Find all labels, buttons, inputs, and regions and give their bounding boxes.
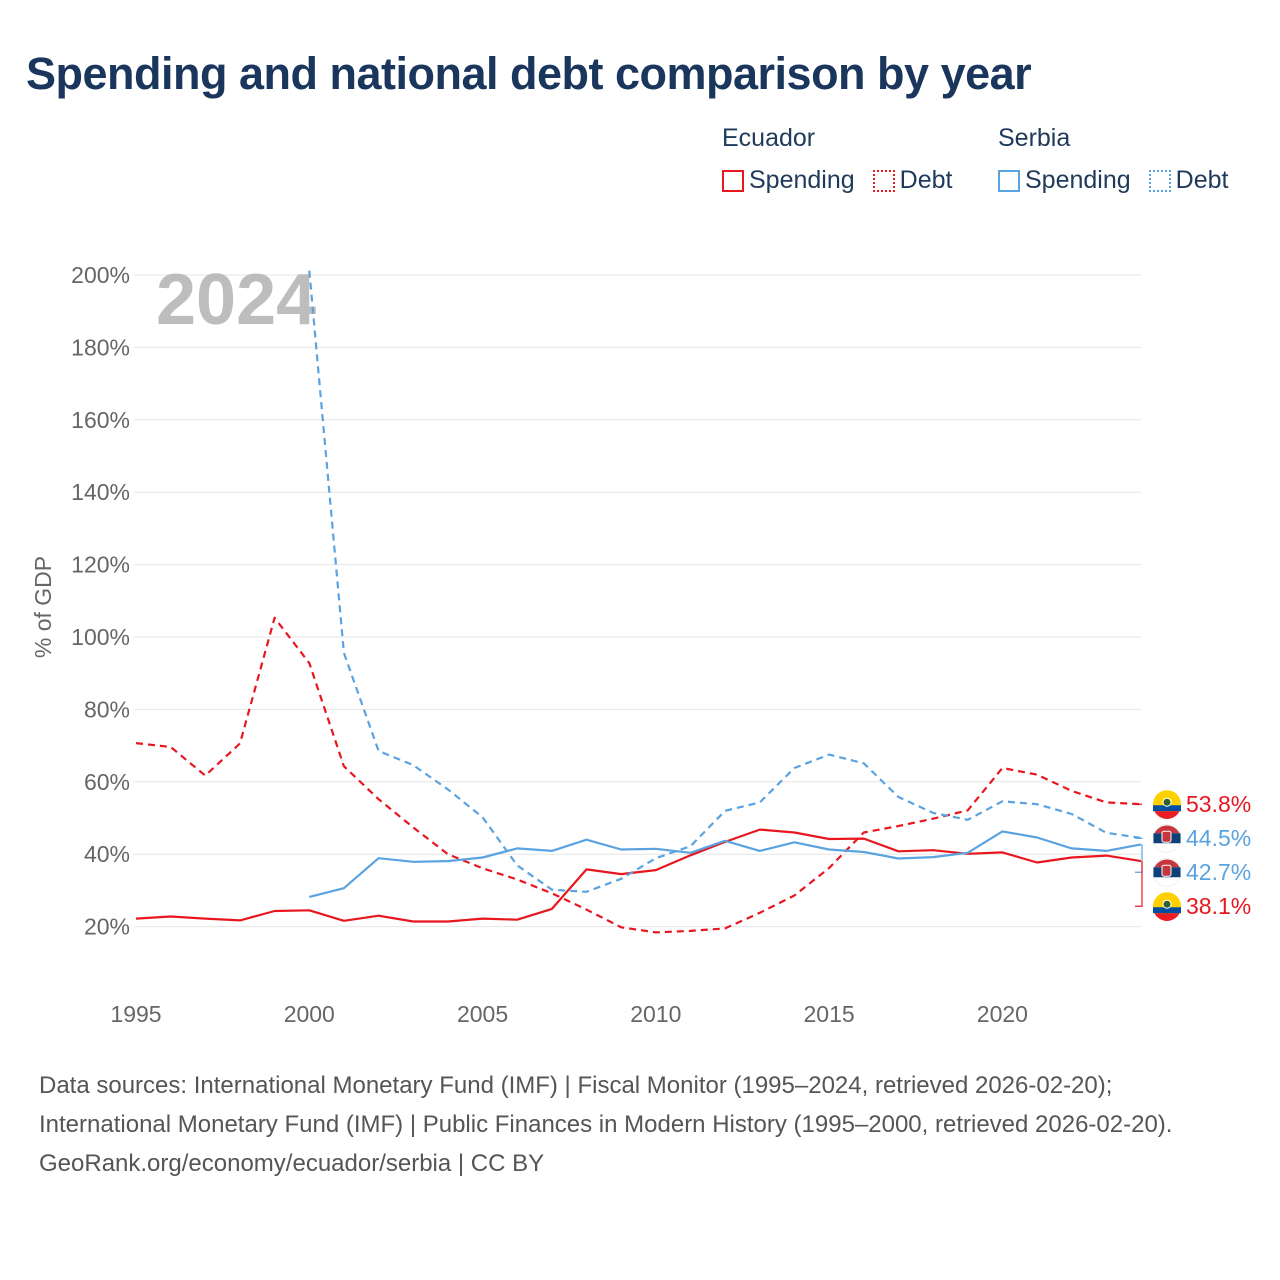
legend-ecuador-spending[interactable]: Spending [722,166,855,195]
serbia-flag-emblem [1161,864,1172,877]
y-tick-label: 160% [71,407,130,433]
x-tick-label: 2020 [977,1001,1028,1027]
year-watermark: 2024 [156,260,316,340]
y-tick-label: 140% [71,479,130,505]
legend-ecuador-debt[interactable]: Debt [872,166,953,195]
series-line-ecuador-debt [135,616,1142,934]
legend-serbia-debt-label: Debt [1175,166,1229,194]
serbia-flag-stripe [1154,825,1180,834]
y-tick-label: 180% [71,334,130,360]
ecuador-flag-stripe [1154,811,1180,819]
series-end-label: 53.8% [1186,791,1251,817]
line-chart: 20% 40% 60% 80% 100% 120% 140% 160% 180% 200% 1995… [30,260,1251,1027]
series-end-label: 42.7% [1186,859,1251,885]
x-tick-label: 1995 [110,1001,161,1027]
serbia-flag-stripe [1154,859,1180,868]
y-tick-label: 200% [71,262,130,288]
legend-swatch-solid [998,169,1020,192]
ecuador-flag-emblem [1162,797,1172,807]
legend-serbia-spending[interactable]: Spending [998,166,1131,195]
series-line-serbia-debt [308,270,1142,893]
legend-ecuador: Ecuador Spending Debt [722,124,952,195]
legend-swatch-dotted [872,169,895,192]
series-line-ecuador-spending [135,828,1142,923]
series-end-label: 38.1% [1186,893,1251,919]
legend-ecuador-spending-label: Spending [749,166,855,194]
footer-credit: GeoRank.org/economy/ecuador/serbia | CC … [39,1150,545,1177]
legend-ecuador-debt-label: Debt [899,166,953,194]
y-axis-title: % of GDP [30,556,56,658]
legend-serbia-spending-label: Spending [1025,166,1131,194]
y-tick-label: 60% [84,769,130,795]
label-leader-line [1135,861,1143,907]
ecuador-flag-stripe [1153,907,1181,914]
series-line-serbia-spending [309,830,1142,898]
ecuador-flag-stripe [1153,805,1181,812]
footer-sources: Data sources: International Monetary Fun… [39,1072,1173,1138]
x-tick-label: 2015 [804,1001,855,1027]
y-tick-label: 20% [84,914,130,940]
label-leader-line [1135,844,1143,873]
x-tick-label: 2000 [284,1001,335,1027]
footer: Data sources: International Monetary Fun… [39,1066,1239,1183]
legend-serbia-country: Serbia [998,124,1071,152]
legend-serbia-debt[interactable]: Debt [1148,166,1229,195]
legend-serbia: Serbia Spending Debt [998,124,1228,195]
legend-swatch-dotted [1148,169,1171,192]
y-tick-label: 120% [71,552,130,578]
y-tick-label: 100% [71,624,130,650]
legend-ecuador-country: Ecuador [722,124,816,152]
y-tick-label: 80% [84,696,130,722]
ecuador-flag-stripe [1154,913,1180,921]
legend-swatch-solid [722,169,744,192]
y-tick-label: 40% [84,841,130,867]
series-end-label: 44.5% [1186,825,1251,851]
x-tick-label: 2010 [630,1001,681,1027]
ecuador-flag-emblem [1162,899,1172,909]
chart-title: Spending and national debt comparison by… [26,48,1032,99]
x-tick-label: 2005 [457,1001,508,1027]
serbia-flag-emblem [1161,830,1172,843]
